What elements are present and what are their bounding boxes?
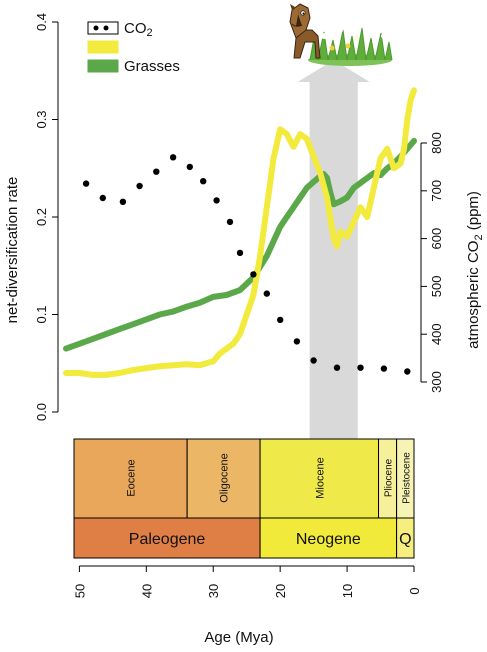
epoch-label-pleistocene: Pleistocene <box>401 452 412 504</box>
co2-data-point <box>99 194 107 202</box>
legend: CO2 Grasses <box>87 20 180 75</box>
legend-label: CO2 <box>124 20 153 39</box>
gray-arrow-head <box>297 60 370 82</box>
co2-data-point <box>213 197 220 204</box>
legend-dot <box>103 25 109 31</box>
left-tick-label: 0.4 <box>34 13 49 31</box>
co2-data-point <box>186 163 193 171</box>
co2-data-point <box>277 316 284 324</box>
co2-data-point <box>226 218 234 226</box>
period-box-q <box>396 517 415 559</box>
right-tick-label: 600 <box>429 228 444 250</box>
epoch-label-miocene: Miocene <box>314 457 326 499</box>
period-label-q: Q <box>399 531 411 548</box>
legend-co2-swatch <box>87 21 119 35</box>
epoch-box-oligocene <box>186 438 261 519</box>
legend-dot <box>93 25 99 31</box>
right-tick-label: 800 <box>429 132 444 154</box>
left-tick-label: 0.3 <box>34 110 49 128</box>
grasses-series-line <box>63 137 417 352</box>
right-tick-label: 300 <box>429 371 444 393</box>
co2-data-point <box>357 364 364 371</box>
epoch-box-eocene <box>73 438 188 519</box>
co2-data-point <box>310 357 317 364</box>
co2-data-point <box>293 338 301 345</box>
co2-data-point <box>136 182 143 190</box>
co2-data-point <box>404 368 411 375</box>
left-tick-label: 0.1 <box>34 305 49 323</box>
gray-arrow-body <box>309 80 358 440</box>
bottom-axis-ticks: 50 40 30 20 10 0 <box>72 566 422 598</box>
right-axis-ticks: 300 400 500 600 700 800 <box>421 132 444 393</box>
left-tick-label: 0.2 <box>34 208 49 226</box>
left-axis-title: net-diversification rate <box>4 177 21 324</box>
co2-data-point <box>333 364 341 371</box>
x-tick-label: 50 <box>72 584 87 598</box>
horse-grass-illustration <box>289 3 393 66</box>
left-axis-ticks: 0.0 0.1 0.2 0.3 0.4 <box>34 13 58 421</box>
co2-data-point <box>250 271 257 278</box>
gray-arrow <box>297 60 370 440</box>
right-tick-label: 500 <box>429 276 444 298</box>
right-tick-label: 400 <box>429 323 444 345</box>
legend-label: Grasses <box>124 58 180 75</box>
epoch-label-eocene: Eocene <box>126 459 138 496</box>
grass-patch-icon <box>308 25 393 66</box>
horse-icon <box>289 3 321 59</box>
right-axis-title: atmospheric CO2 (ppm) <box>465 191 485 349</box>
series-layer <box>63 87 417 378</box>
period-label-paleogene: Paleogene <box>129 531 206 548</box>
co2-data-point <box>119 198 127 205</box>
x-tick-label: 10 <box>340 584 355 598</box>
x-tick-label: 0 <box>407 587 422 594</box>
epoch-label-oligocene: Oligocene <box>219 453 231 503</box>
x-tick-label: 40 <box>139 584 154 598</box>
co2-data-point <box>200 178 207 185</box>
period-label-neogene: Neogene <box>296 531 361 548</box>
co2-data-point <box>380 365 388 372</box>
yellow-series-line <box>63 87 417 378</box>
epoch-label-pliocene: Pliocene <box>384 458 395 497</box>
co2-data-point <box>153 168 160 175</box>
legend-swatch <box>87 59 119 73</box>
co2-data-point <box>236 249 244 257</box>
period-box-neogene <box>259 517 398 559</box>
co2-data-point <box>263 290 270 297</box>
x-axis-title: Age (Mya) <box>204 629 273 646</box>
right-tick-label: 700 <box>429 180 444 202</box>
legend-swatch <box>87 40 119 54</box>
x-tick-label: 30 <box>206 584 221 598</box>
left-tick-label: 0.0 <box>34 403 49 421</box>
epoch-box-miocene <box>259 438 380 519</box>
geologic-timescale: Eocene Oligocene Miocene Pliocene Pleistocen… <box>73 438 415 559</box>
x-tick-label: 20 <box>273 584 288 598</box>
co2-data-point <box>169 154 177 161</box>
co2-data-point <box>82 180 90 187</box>
period-box-paleogene <box>73 517 261 559</box>
